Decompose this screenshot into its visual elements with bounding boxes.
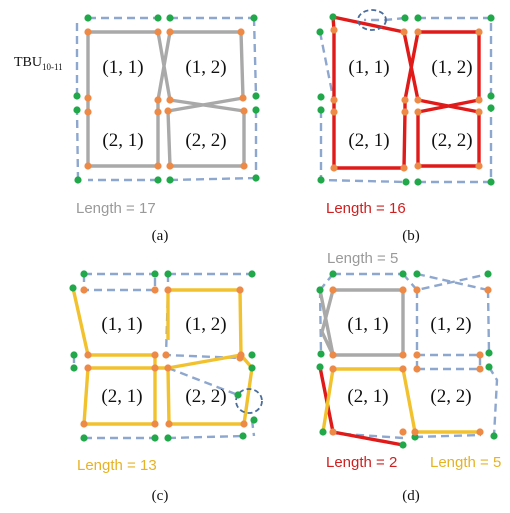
panel-a-green-nodes xyxy=(73,14,260,184)
panel-d-caption: (d) xyxy=(402,488,420,504)
panel-d-length-label-yellow: Length = 5 xyxy=(430,454,501,471)
panel-c-green-nodes xyxy=(69,270,258,442)
panel-d-grey-route xyxy=(318,288,405,357)
panel-d-green-nodes xyxy=(316,270,498,449)
panel-c-orange-nodes xyxy=(80,286,248,428)
panel-a-dashed-route xyxy=(75,16,258,182)
tbu-label: TBU10-11 xyxy=(14,55,63,72)
panel-b-green-nodes xyxy=(316,13,495,186)
panel-b-orange-nodes xyxy=(330,26,483,172)
panel-d-length-label-grey: Length = 5 xyxy=(327,250,398,267)
panel-a-caption: (a) xyxy=(152,228,169,244)
panel-b-highlight-ellipse xyxy=(357,9,387,31)
panel-d-cell-1-1: (1, 1) xyxy=(347,314,388,335)
panel-b-cell-1-2: (1, 2) xyxy=(431,57,472,78)
panel-c-length-label: Length = 13 xyxy=(77,457,157,474)
panel-a-length-label: Length = 17 xyxy=(76,200,156,217)
panel-a: TBU10-11 (1, 1) (1, 2) (2, 1) (2, 2) Len… xyxy=(14,14,260,244)
panel-b-cell-2-2: (2, 2) xyxy=(431,130,472,151)
panel-c-highlight-ellipse xyxy=(235,388,263,414)
panel-c-cell-1-1: (1, 1) xyxy=(101,314,142,335)
panel-a-cell-1-2: (1, 2) xyxy=(185,57,226,78)
panel-a-orange-nodes xyxy=(84,28,248,170)
panel-b-length-label: Length = 16 xyxy=(326,200,406,217)
panel-b-cell-2-1: (2, 1) xyxy=(348,130,389,151)
panel-a-cell-2-2: (2, 2) xyxy=(185,130,226,151)
panel-c: (1, 1) (1, 2) (2, 1) (2, 2) Length = 13 … xyxy=(69,270,263,504)
panel-d-cell-2-2: (2, 2) xyxy=(430,386,471,407)
panel-b-caption: (b) xyxy=(402,228,420,244)
panel-c-cell-2-1: (2, 1) xyxy=(101,386,142,407)
panel-d: Length = 5 (1, 1) (1, 2) (2, 1) (2, 2) L… xyxy=(316,250,501,504)
panel-d-cell-1-2: (1, 2) xyxy=(430,314,471,335)
panel-d-dashed-route xyxy=(318,272,499,440)
panel-a-cell-1-1: (1, 1) xyxy=(102,57,143,78)
panel-b-cell-1-1: (1, 1) xyxy=(348,57,389,78)
panel-c-cell-1-2: (1, 2) xyxy=(185,314,226,335)
panel-d-yellow-route xyxy=(321,367,480,434)
panel-a-cell-2-1: (2, 1) xyxy=(102,130,143,151)
panel-d-cell-2-1: (2, 1) xyxy=(347,386,388,407)
panel-c-cell-2-2: (2, 2) xyxy=(185,386,226,407)
panel-b: (1, 1) (1, 2) (2, 1) (2, 2) Length = 16 … xyxy=(316,9,495,244)
panel-d-length-label-red: Length = 2 xyxy=(326,454,397,471)
panel-c-caption: (c) xyxy=(152,488,169,504)
panel-d-orange-nodes xyxy=(329,286,492,436)
